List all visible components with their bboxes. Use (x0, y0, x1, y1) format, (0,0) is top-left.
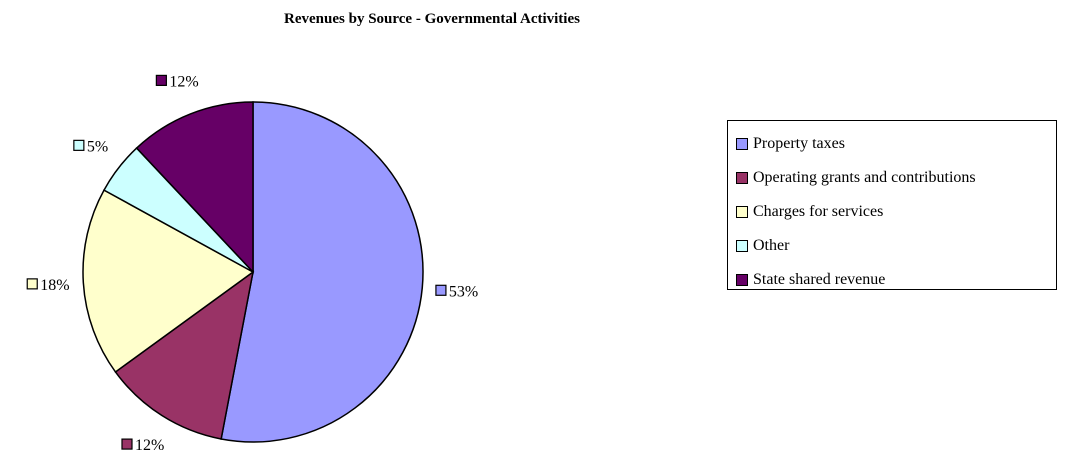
pie-slice-charges-for-services (82, 189, 255, 373)
data-label-other: 5% (73, 138, 108, 155)
data-label-charges-for-services: 18% (26, 277, 70, 294)
data-label-swatch (155, 74, 167, 86)
legend-swatch (736, 206, 748, 218)
data-label-text: 18% (40, 277, 69, 294)
legend-label: State shared revenue (753, 271, 886, 288)
data-label-state-shared-revenue: 12% (155, 73, 199, 90)
data-label-text: 12% (135, 437, 164, 454)
legend-label: Charges for services (753, 203, 884, 220)
legend-swatch (736, 274, 748, 286)
legend-item-state-shared-revenue: State shared revenue (728, 263, 1056, 297)
legend-item-other: Other (728, 229, 1056, 263)
legend-swatch (736, 172, 748, 184)
data-label-text: 5% (87, 138, 108, 155)
legend-item-charges-for-services: Charges for services (728, 195, 1056, 229)
legend-swatch (736, 240, 748, 252)
data-label-text: 12% (169, 73, 198, 90)
legend-item-property-taxes: Property taxes (728, 127, 1056, 161)
pie-slice-operating-grants (114, 270, 255, 440)
data-label-swatch (26, 278, 38, 290)
chart-legend: Property taxes Operating grants and cont… (727, 120, 1057, 290)
pie-slice-state-shared-revenue (135, 101, 254, 274)
legend-label: Other (753, 237, 790, 254)
data-label-swatch (435, 284, 447, 296)
chart-title: Revenues by Source - Governmental Activi… (284, 11, 580, 27)
data-label-swatch (73, 139, 85, 151)
data-label-property-taxes: 53% (435, 283, 478, 300)
legend-item-operating-grants: Operating grants and contributions (728, 161, 1056, 195)
legend-label: Operating grants and contributions (753, 169, 976, 186)
pie-slice-property-taxes (220, 101, 424, 443)
data-label-operating-grants: 12% (121, 437, 164, 454)
legend-swatch (736, 138, 748, 150)
legend-label: Property taxes (753, 135, 845, 152)
data-label-swatch (121, 438, 133, 450)
data-label-text: 53% (449, 283, 478, 300)
